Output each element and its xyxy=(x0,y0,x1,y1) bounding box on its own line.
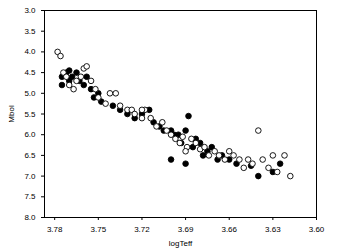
svg-text:4.0: 4.0 xyxy=(24,47,36,56)
svg-text:6.5: 6.5 xyxy=(24,151,36,160)
svg-text:3.69: 3.69 xyxy=(178,225,194,234)
svg-text:7.0: 7.0 xyxy=(24,172,36,181)
svg-text:3.78: 3.78 xyxy=(47,225,63,234)
svg-text:7.5: 7.5 xyxy=(24,192,36,201)
svg-text:6.0: 6.0 xyxy=(24,130,36,139)
svg-text:5.0: 5.0 xyxy=(24,89,36,98)
svg-text:3.60: 3.60 xyxy=(309,225,325,234)
svg-text:3.72: 3.72 xyxy=(134,225,150,234)
svg-text:5.5: 5.5 xyxy=(24,110,36,119)
svg-text:Mbol: Mbol xyxy=(7,105,16,123)
svg-text:3.0: 3.0 xyxy=(24,6,36,15)
svg-text:3.75: 3.75 xyxy=(91,225,107,234)
svg-text:3.63: 3.63 xyxy=(265,225,281,234)
svg-text:8.0: 8.0 xyxy=(24,213,36,222)
svg-text:logTeff: logTeff xyxy=(169,239,193,248)
svg-text:3.66: 3.66 xyxy=(221,225,237,234)
svg-text:4.5: 4.5 xyxy=(24,68,36,77)
svg-text:3.5: 3.5 xyxy=(24,27,36,36)
